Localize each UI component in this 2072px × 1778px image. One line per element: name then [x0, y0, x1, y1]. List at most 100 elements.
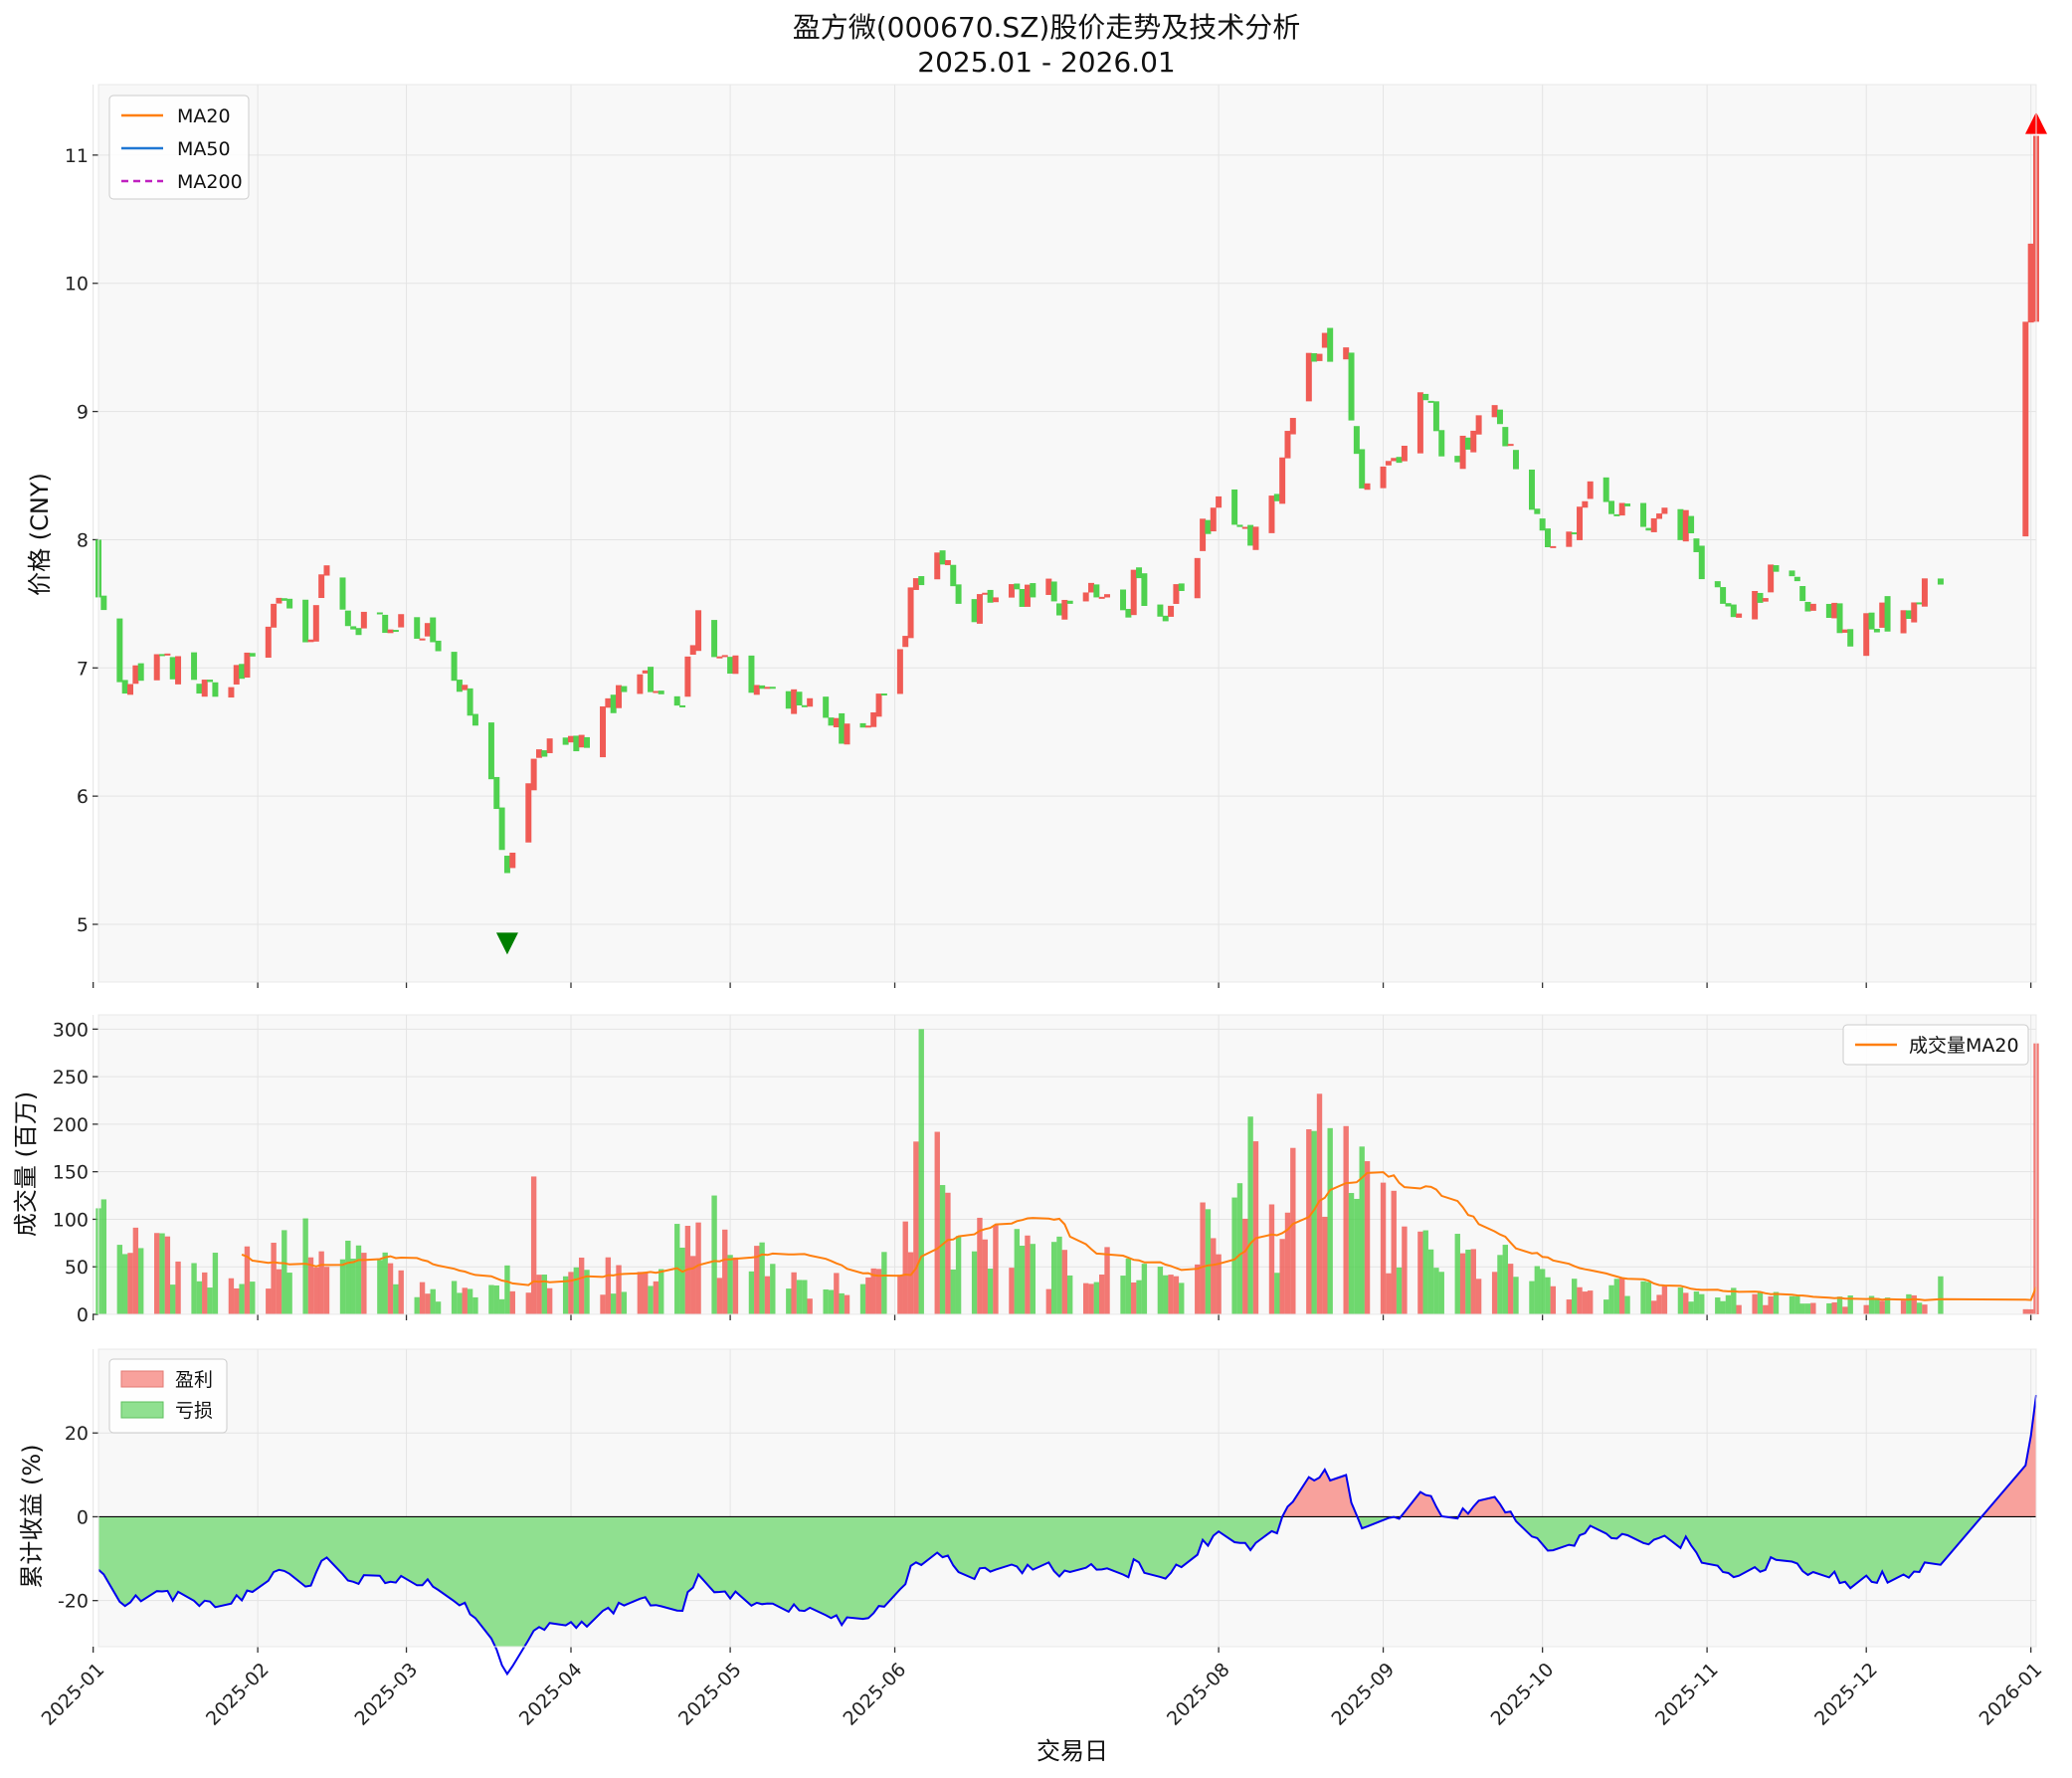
candle — [1205, 519, 1212, 534]
candle — [435, 640, 442, 652]
candle — [1475, 415, 1482, 435]
volume-bar — [1359, 1146, 1365, 1314]
volume-bar — [764, 1276, 771, 1314]
volume-bar — [1066, 1275, 1073, 1314]
volume-ytick-label-3: 150 — [53, 1162, 89, 1184]
candle — [791, 689, 798, 714]
candle — [1921, 578, 1928, 607]
volume-bar — [1916, 1302, 1923, 1314]
volume-bar — [1311, 1130, 1317, 1314]
volume-bar — [286, 1273, 292, 1314]
candle — [785, 691, 792, 709]
volume-bar — [239, 1284, 245, 1314]
volume-bar — [1507, 1264, 1514, 1314]
candle — [1014, 583, 1021, 590]
candle — [1353, 426, 1360, 455]
candle — [350, 626, 357, 630]
candle — [1566, 531, 1573, 547]
volume-ytick-label-2: 100 — [53, 1209, 89, 1231]
candle — [1120, 589, 1127, 611]
candle — [1757, 592, 1764, 603]
candle — [1534, 508, 1541, 514]
volume-bar — [1731, 1287, 1737, 1314]
legend-label-ma20: MA20 — [177, 105, 231, 127]
candle — [1327, 327, 1334, 362]
price-ytick-label-1: 6 — [77, 786, 89, 808]
volume-bar — [659, 1269, 664, 1314]
price-ytick-label-5: 10 — [65, 274, 89, 296]
volume-bar — [1804, 1303, 1811, 1314]
volume-bar — [393, 1284, 399, 1314]
volume-bar — [1863, 1304, 1869, 1314]
candle — [1432, 401, 1439, 432]
volume-bar — [573, 1267, 580, 1314]
candle — [1539, 518, 1546, 531]
volume-bar — [276, 1269, 283, 1314]
candle — [467, 688, 473, 716]
volume-bar — [1900, 1300, 1907, 1314]
candle — [1470, 430, 1477, 453]
volume-bar — [100, 1199, 107, 1314]
volume-bar — [377, 1260, 383, 1314]
candle — [1528, 469, 1535, 510]
volume-bar — [2027, 1308, 2034, 1314]
volume-bar — [1847, 1295, 1853, 1314]
volume-bar — [1386, 1273, 1392, 1314]
volume-bar — [398, 1270, 404, 1314]
volume-bar — [1104, 1247, 1110, 1314]
candle — [1438, 430, 1445, 457]
candle — [578, 734, 585, 748]
candle — [201, 680, 208, 697]
volume-bar — [1354, 1198, 1360, 1314]
volume-bar — [1640, 1281, 1646, 1314]
candle — [164, 653, 171, 656]
candle — [1809, 603, 1816, 611]
volume-bar — [1879, 1300, 1885, 1314]
volume-bar — [154, 1233, 160, 1314]
candle — [1343, 347, 1350, 360]
volume-bar — [1465, 1249, 1471, 1314]
volume-bar — [1236, 1183, 1243, 1314]
volume-bar — [562, 1276, 569, 1314]
volume-bar — [1661, 1285, 1668, 1314]
volume-bar — [1014, 1229, 1020, 1314]
candle — [1841, 629, 1848, 633]
candle — [679, 704, 686, 707]
volume-bar — [361, 1253, 367, 1314]
candle — [1752, 590, 1759, 620]
return-ytick-label-0: -20 — [58, 1591, 89, 1613]
candle — [1608, 500, 1615, 514]
price-axis-label: 价格 (CNY) — [26, 473, 54, 596]
volume-bar — [339, 1259, 346, 1314]
volume-bar — [902, 1221, 908, 1314]
candle — [684, 656, 691, 697]
volume-bar — [1168, 1275, 1174, 1314]
candle — [414, 617, 421, 639]
volume-bar — [875, 1269, 882, 1314]
volume-bar — [302, 1218, 308, 1314]
candle — [1385, 461, 1392, 466]
candle — [1496, 409, 1503, 425]
volume-bar — [271, 1243, 277, 1314]
volume-bar — [1720, 1300, 1726, 1314]
candle — [1640, 502, 1647, 527]
volume-bar — [722, 1229, 728, 1314]
volume-bar — [802, 1280, 808, 1314]
volume-bar — [435, 1301, 442, 1314]
candle — [1677, 508, 1684, 540]
candle — [1104, 594, 1111, 598]
volume-bar — [1773, 1291, 1780, 1314]
volume-bar — [382, 1252, 388, 1314]
candle — [1916, 602, 1923, 605]
candle — [864, 725, 871, 728]
candle — [121, 680, 128, 694]
legend-label-ma50: MA50 — [177, 138, 231, 160]
candle — [1045, 578, 1052, 595]
volume-bar — [653, 1281, 659, 1314]
volume-bar — [1752, 1293, 1758, 1314]
volume-bar — [1025, 1235, 1031, 1314]
candle — [249, 653, 256, 657]
candle — [1577, 506, 1584, 540]
volume-bar — [1693, 1291, 1700, 1314]
candle — [1359, 449, 1366, 489]
